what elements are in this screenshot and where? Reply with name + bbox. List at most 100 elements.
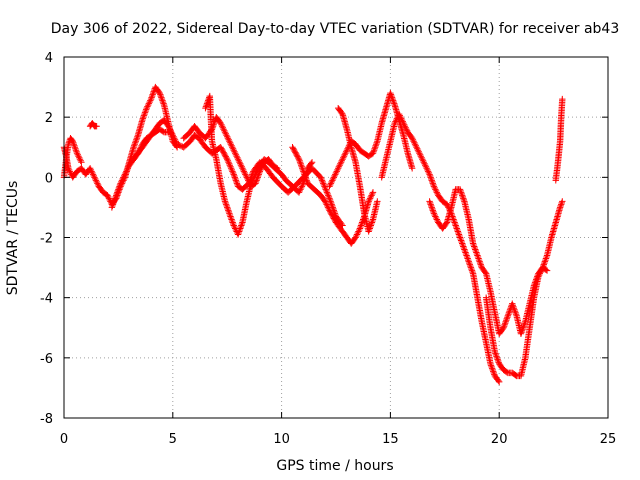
data-point <box>368 220 375 228</box>
data-point <box>230 171 237 178</box>
data-point <box>467 264 475 271</box>
data-point <box>329 175 337 183</box>
data-point <box>456 234 464 241</box>
data-point <box>415 148 422 155</box>
data-point <box>341 151 348 158</box>
data-point <box>297 184 305 192</box>
data-point <box>357 222 365 229</box>
data-point <box>216 118 224 126</box>
data-point <box>140 113 147 121</box>
data-point <box>157 92 165 100</box>
data-point <box>464 256 472 264</box>
data-point <box>459 240 466 247</box>
data-point <box>409 136 417 143</box>
data-point <box>520 323 527 330</box>
data-point <box>459 193 466 201</box>
data-point <box>457 189 465 196</box>
data-point <box>255 163 263 171</box>
data-point <box>408 135 416 142</box>
y-axis: -8 -6 -4 -2 0 2 4 <box>40 51 608 427</box>
data-point <box>541 258 549 265</box>
data-point <box>142 106 150 113</box>
data-point <box>241 169 248 177</box>
data-point <box>398 116 406 124</box>
data-point <box>233 178 240 186</box>
data-point <box>231 223 238 231</box>
data-point <box>368 192 375 199</box>
data-point <box>390 98 397 106</box>
data-point <box>543 253 550 261</box>
data-point <box>368 219 376 226</box>
data-point <box>295 189 303 196</box>
x-tick-label: 0 <box>60 432 68 447</box>
data-point <box>224 205 231 213</box>
y-tick-label: -4 <box>40 292 53 307</box>
data-point <box>231 174 239 181</box>
data-point <box>136 145 144 152</box>
data-point <box>232 151 240 158</box>
data-point <box>326 196 334 204</box>
data-point <box>559 198 566 205</box>
data-point <box>397 113 404 121</box>
data-point <box>519 324 527 331</box>
data-point <box>518 329 525 336</box>
data-point <box>542 256 549 264</box>
data-point <box>426 172 434 180</box>
data-point <box>237 160 244 167</box>
data-point <box>105 193 112 201</box>
data-point <box>339 156 346 163</box>
data-point <box>221 127 228 134</box>
data-point <box>327 180 335 187</box>
data-point <box>369 217 376 225</box>
y-tick-label: 2 <box>45 111 53 126</box>
data-point <box>432 213 439 220</box>
data-point <box>366 196 373 204</box>
data-point <box>218 122 226 130</box>
data-point <box>244 175 251 183</box>
data-point <box>374 198 381 205</box>
data-point <box>519 326 526 333</box>
data-point <box>453 223 460 231</box>
data-point <box>456 186 464 193</box>
data-point <box>559 95 566 103</box>
data-point <box>130 142 138 149</box>
data-point <box>65 166 73 174</box>
data-point <box>118 178 125 186</box>
data-point <box>430 208 437 216</box>
data-point <box>144 101 152 109</box>
data-point <box>419 157 427 164</box>
data-point <box>323 187 330 195</box>
data-point <box>365 226 373 234</box>
data-point <box>433 216 441 223</box>
data-point <box>370 147 378 154</box>
x-tick-label: 10 <box>273 432 290 447</box>
data-point <box>239 165 246 172</box>
data-point <box>298 163 305 171</box>
data-point <box>71 142 78 149</box>
data-point <box>226 162 234 169</box>
data-point <box>240 168 248 175</box>
data-point <box>114 189 121 196</box>
data-point <box>393 116 400 124</box>
data-point <box>337 159 345 166</box>
data-point <box>492 351 500 359</box>
data-point <box>109 202 116 210</box>
data-point <box>219 124 227 131</box>
data-point <box>399 118 406 125</box>
data-point <box>225 136 232 143</box>
data-point <box>222 153 229 160</box>
data-point <box>325 192 332 199</box>
data-point <box>328 178 335 186</box>
data-point <box>70 139 77 146</box>
data-point <box>423 165 430 172</box>
data-point <box>536 270 544 277</box>
data-point <box>292 150 300 158</box>
data-point <box>78 159 85 166</box>
data-point <box>109 201 117 208</box>
data-point <box>366 225 373 232</box>
series-arc-10 <box>334 104 381 235</box>
data-point <box>302 174 309 181</box>
data-point <box>229 168 236 175</box>
data-point <box>428 202 435 210</box>
data-point <box>412 142 419 149</box>
